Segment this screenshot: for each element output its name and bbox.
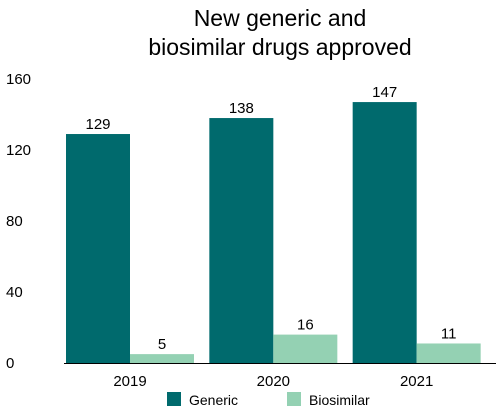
bar-biosimilar-2020 [273,334,338,363]
data-label-biosimilar-2020: 16 [297,317,314,334]
bar-generic-2020 [209,118,274,363]
data-label-biosimilar-2021: 11 [441,325,457,342]
legend-label-biosimilar: Biosimilar [309,392,370,408]
bars [66,102,481,363]
y-tick-label: 40 [6,284,23,301]
legend: Generic Biosimilar [167,392,370,408]
legend-label-generic: Generic [189,392,238,408]
bar-biosimilar-2019 [130,354,194,363]
data-label-generic-2019: 129 [85,116,110,133]
x-tick-label: 2020 [257,373,290,390]
data-labels: 129 5 138 16 147 11 [85,84,456,353]
x-tick-label: 2019 [113,373,146,390]
y-tick-label: 0 [6,355,14,372]
legend-swatch-generic [167,392,181,406]
y-tick-label: 120 [6,142,31,159]
chart-title: New generic and biosimilar drugs approve… [148,5,411,60]
y-tick-label: 160 [6,71,31,88]
bar-biosimilar-2021 [416,343,481,363]
x-axis-tick-labels: 2019 2020 2021 [113,373,433,390]
y-axis-tick-labels: 0 40 80 120 160 [6,71,31,372]
data-label-biosimilar-2019: 5 [158,336,166,353]
x-tick-label: 2021 [400,373,433,390]
legend-swatch-biosimilar [287,392,301,406]
bar-generic-2021 [352,102,417,363]
bar-generic-2019 [66,134,130,363]
data-label-generic-2021: 147 [372,84,397,101]
data-label-generic-2020: 138 [229,100,254,117]
chart-title-line-1: New generic and [194,5,367,31]
chart-title-line-2: biosimilar drugs approved [148,34,411,60]
y-tick-label: 80 [6,213,23,230]
